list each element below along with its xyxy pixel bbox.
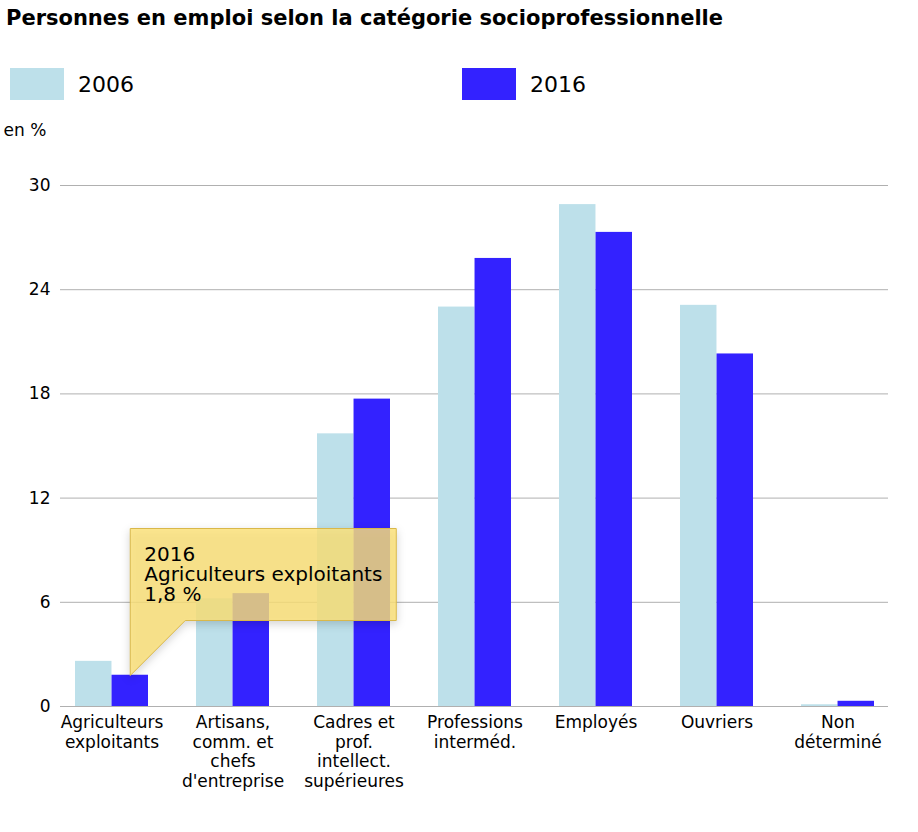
svg-text:Nondéterminé: Nondéterminé: [794, 712, 882, 752]
svg-text:12: 12: [29, 488, 51, 508]
svg-text:Agriculteursexploitants: Agriculteursexploitants: [61, 712, 164, 752]
svg-text:6: 6: [40, 592, 51, 612]
svg-text:Artisans,comm. etchefsd'entrep: Artisans,comm. etchefsd'entreprise: [182, 712, 284, 791]
svg-text:18: 18: [29, 383, 51, 403]
svg-text:Employés: Employés: [555, 712, 638, 732]
svg-text:en %: en %: [4, 120, 47, 140]
svg-text:Professionsinterméd.: Professionsinterméd.: [427, 712, 523, 752]
svg-text:​2016​Agriculteurs exploitants: ​2016​Agriculteurs exploitants​1,8 %: [144, 542, 382, 606]
svg-text:30: 30: [29, 175, 51, 195]
html-text:2016: 2016: [530, 71, 586, 97]
svg-text:24: 24: [29, 279, 51, 299]
svg-text:Ouvriers: Ouvriers: [681, 712, 753, 732]
svg-text:0: 0: [40, 696, 51, 716]
svg-text:Cadres etprof.intellect.supéri: Cadres etprof.intellect.supérieures: [304, 712, 404, 791]
html-text:2006: 2006: [78, 71, 134, 97]
html-text:Personnes en emploi selon la c: Personnes en emploi selon la catégorie s…: [6, 6, 723, 30]
